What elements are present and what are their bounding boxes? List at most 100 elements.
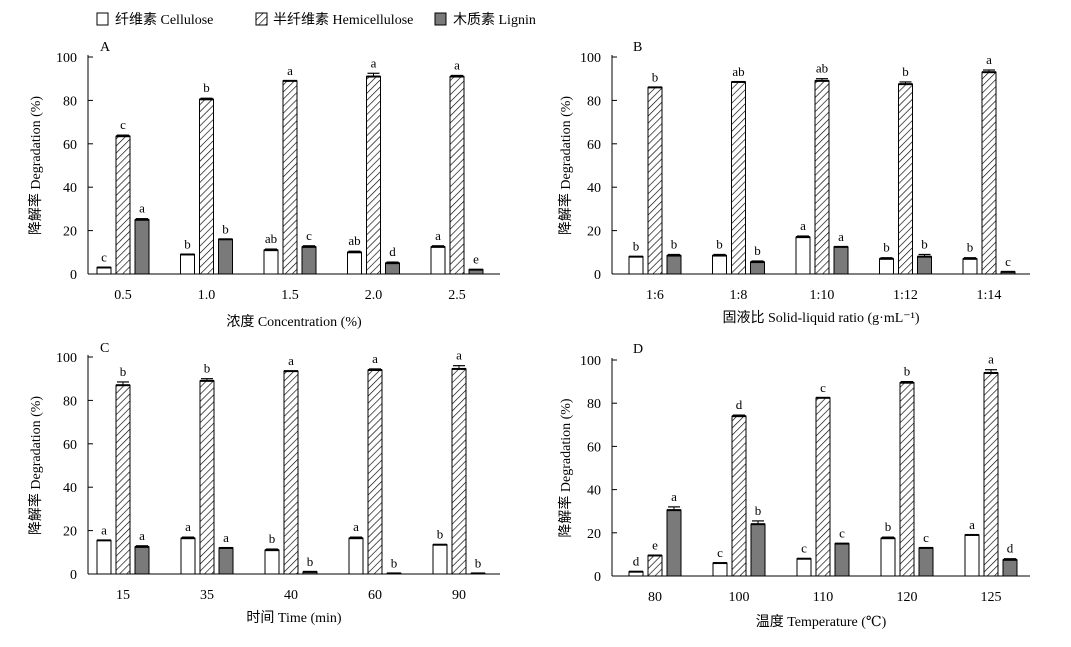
y-tick-label-a: 80: [63, 94, 77, 109]
significance-label-lignin: b: [475, 555, 482, 570]
significance-label-hemicellulose: ab: [816, 61, 828, 76]
y-tick-label-d: 0: [594, 570, 601, 585]
significance-label-lignin: c: [306, 228, 312, 243]
bar-hemicellulose: [814, 80, 830, 275]
significance-label-hemicellulose: b: [904, 364, 911, 379]
significance-label-hemicellulose: a: [288, 353, 294, 368]
bar-cellulose: [96, 539, 112, 575]
significance-label-cellulose: d: [633, 554, 640, 569]
significance-label-lignin: b: [755, 503, 762, 518]
bar-hemicellulose: [981, 71, 997, 275]
x-tick-label-c: 35: [200, 588, 214, 603]
significance-label-hemicellulose: a: [456, 348, 462, 363]
bar-hemicellulose: [983, 372, 999, 577]
significance-label-hemicellulose: b: [204, 361, 211, 376]
legend-swatch-lignin: [434, 12, 447, 26]
x-tick-label-d: 120: [897, 590, 918, 605]
bar-hemicellulose: [115, 384, 131, 575]
significance-label-hemicellulose: d: [736, 397, 743, 412]
y-tick-label-b: 40: [587, 181, 601, 196]
significance-label-cellulose: ab: [348, 233, 360, 248]
legend-swatch-cellulose: [96, 12, 109, 26]
bar-hemicellulose: [815, 397, 831, 577]
legend-swatch-hemicellulose: [255, 12, 268, 26]
significance-label-cellulose: a: [101, 522, 107, 537]
significance-label-hemicellulose: a: [454, 57, 460, 72]
y-tick-label-c: 80: [63, 394, 77, 409]
significance-label-lignin: b: [671, 236, 678, 251]
bar-lignin: [834, 543, 850, 577]
bar-hemicellulose: [199, 98, 214, 275]
bar-hemicellulose: [899, 382, 915, 577]
bar-cellulose: [263, 249, 279, 275]
y-axis-title-d: 降解率 Degradation (%): [557, 398, 574, 538]
bar-lignin: [917, 256, 932, 275]
bar-hemicellulose: [451, 368, 467, 575]
significance-label-lignin: b: [391, 555, 398, 570]
bar-cellulose: [795, 236, 811, 275]
x-tick-label-d: 110: [813, 590, 833, 605]
y-tick-label-b: 60: [587, 138, 601, 153]
significance-label-cellulose: c: [101, 249, 107, 264]
x-tick-label-b: 1:14: [977, 288, 1002, 303]
bar-lignin: [666, 509, 682, 577]
bar-cellulose: [180, 537, 196, 575]
bar-hemicellulose: [282, 80, 298, 275]
x-axis-title-d: 温度 Temperature (℃): [756, 614, 887, 630]
x-axis-title-c: 时间 Time (min): [246, 610, 341, 626]
significance-label-hemicellulose: a: [986, 52, 992, 67]
x-tick-label-c: 15: [116, 588, 130, 603]
x-tick-label-a: 0.5: [114, 288, 132, 303]
significance-label-hemicellulose: b: [652, 69, 659, 84]
significance-label-cellulose: b: [269, 531, 276, 546]
bar-lignin: [385, 262, 400, 275]
legend-label-cellulose: 纤维素 Cellulose: [115, 12, 213, 28]
bar-lignin: [1002, 559, 1018, 577]
significance-label-lignin: b: [921, 236, 928, 251]
y-axis-title-b: 降解率 Degradation (%): [557, 96, 574, 236]
significance-label-hemicellulose: a: [287, 63, 293, 78]
x-tick-label-a: 1.5: [281, 288, 299, 303]
y-tick-label-c: 100: [56, 351, 77, 366]
y-tick-label-d: 100: [580, 354, 601, 369]
y-axis-title-a: 降解率 Degradation (%): [27, 96, 44, 236]
x-tick-label-a: 2.5: [448, 288, 466, 303]
bar-hemicellulose: [449, 76, 465, 275]
bar-hemicellulose: [731, 81, 746, 275]
y-tick-label-b: 100: [580, 51, 601, 66]
y-tick-label-d: 40: [587, 484, 601, 499]
significance-label-hemicellulose: c: [820, 380, 826, 395]
significance-label-hemicellulose: b: [902, 64, 909, 79]
bar-lignin: [918, 547, 934, 577]
significance-label-cellulose: b: [967, 240, 974, 255]
bar-lignin: [301, 246, 317, 275]
y-tick-label-d: 80: [587, 397, 601, 412]
significance-label-lignin: a: [139, 201, 145, 216]
significance-label-cellulose: c: [801, 541, 807, 556]
y-tick-label-a: 60: [63, 138, 77, 153]
significance-label-hemicellulose: b: [203, 80, 210, 95]
x-axis-title-a: 浓度 Concentration (%): [226, 314, 362, 330]
legend: 纤维素 Cellulose 半纤维素 Hemicellulose 木质素 Lig…: [96, 12, 536, 28]
significance-label-hemicellulose: c: [120, 117, 126, 132]
chart-panels: 0 20 40 60 80 100 A 浓度 Concentration (%) 降解率 Deg…: [27, 40, 1030, 630]
panel-label-a: A: [100, 40, 111, 55]
y-tick-label-b: 20: [587, 225, 601, 240]
bar-hemicellulose: [898, 83, 913, 275]
significance-label-lignin: a: [139, 528, 145, 543]
panel-d: 0 20 40 60 80 100 D 温度 Temperature (℃) 降解率 Degra…: [557, 342, 1030, 630]
significance-label-lignin: c: [1005, 254, 1011, 269]
panel-a: 0 20 40 60 80 100 A 浓度 Concentration (%) 降解率 Deg…: [27, 40, 500, 330]
panel-b: 0 20 40 60 80 100 B 固液比 Solid-liquid ratio (g·m…: [557, 40, 1030, 326]
significance-label-cellulose: b: [633, 239, 640, 254]
bar-cellulose: [796, 558, 812, 577]
significance-label-cellulose: b: [885, 519, 892, 534]
significance-label-cellulose: b: [184, 236, 191, 251]
x-tick-label-c: 90: [452, 588, 466, 603]
x-tick-label-c: 60: [368, 588, 382, 603]
y-tick-label-d: 20: [587, 527, 601, 542]
bar-hemicellulose: [199, 380, 215, 575]
bar-cellulose: [880, 537, 896, 577]
bar-lignin: [833, 246, 849, 275]
